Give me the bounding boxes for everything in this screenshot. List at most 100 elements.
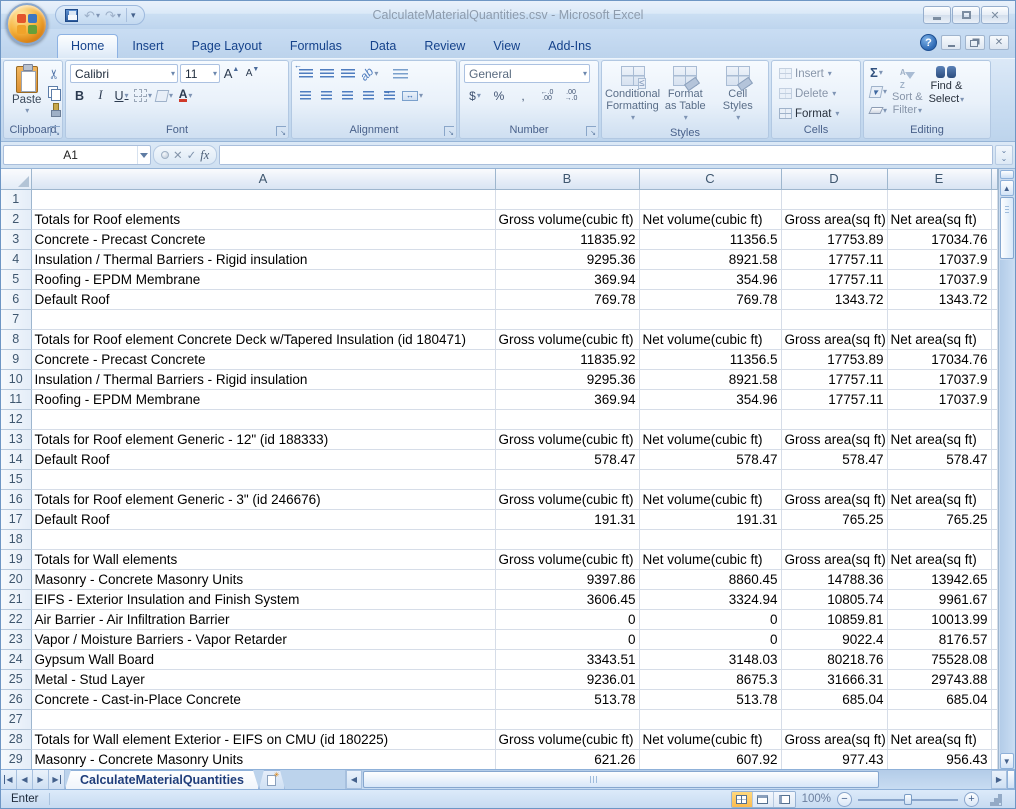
cell-B6[interactable]: 769.78 [495, 289, 640, 310]
row-header-2[interactable]: 2 [1, 209, 32, 230]
tab-page-layout[interactable]: Page Layout [191, 39, 262, 53]
cell-D11[interactable]: 17757.11 [781, 389, 888, 410]
cell-A5[interactable]: Roofing - EPDM Membrane [31, 269, 496, 290]
cell-A19[interactable]: Totals for Wall elements [31, 549, 496, 570]
cell-E2[interactable]: Net area(sq ft) [887, 209, 992, 230]
cell-D7[interactable] [781, 309, 888, 330]
font-dialog-launcher[interactable] [276, 126, 286, 137]
fill-color-button[interactable] [154, 86, 174, 105]
page-layout-view-button[interactable] [752, 791, 774, 807]
cell-A7[interactable] [31, 309, 496, 330]
cell-D4[interactable]: 17757.11 [781, 249, 888, 270]
tab-insert[interactable]: Insert [132, 39, 164, 53]
cell-D25[interactable]: 31666.31 [781, 669, 888, 690]
cell-B15[interactable] [495, 469, 640, 490]
cell-B9[interactable]: 11835.92 [495, 349, 640, 370]
cell-B29[interactable]: 621.26 [495, 749, 640, 770]
merge-center-button[interactable] [401, 86, 424, 105]
cell-A21[interactable]: EIFS - Exterior Insulation and Finish Sy… [31, 589, 496, 610]
row-header-8[interactable]: 8 [1, 329, 32, 350]
cell-A22[interactable]: Air Barrier - Air Infiltration Barrier [31, 609, 496, 630]
cell-E29[interactable]: 956.43 [887, 749, 992, 770]
cell-A18[interactable] [31, 529, 496, 550]
cell-D12[interactable] [781, 409, 888, 430]
cell-A1[interactable] [31, 189, 496, 210]
row-header-27[interactable]: 27 [1, 709, 32, 730]
decrease-indent-button[interactable] [359, 86, 378, 105]
cell-D19[interactable]: Gross area(sq ft) [781, 549, 888, 570]
row-header-6[interactable]: 6 [1, 289, 32, 310]
align-right-button[interactable] [338, 86, 357, 105]
resize-grip[interactable] [989, 793, 1001, 805]
name-box[interactable] [3, 145, 151, 165]
cell-C5[interactable]: 354.96 [639, 269, 782, 290]
wrap-text-button[interactable] [391, 64, 410, 83]
cell-D20[interactable]: 14788.36 [781, 569, 888, 590]
cell-E6[interactable]: 1343.72 [887, 289, 992, 310]
cell-B16[interactable]: Gross volume(cubic ft) [495, 489, 640, 510]
cell-B14[interactable]: 578.47 [495, 449, 640, 470]
align-bottom-button[interactable] [338, 64, 357, 83]
cell-E8[interactable]: Net area(sq ft) [887, 329, 992, 350]
row-header-9[interactable]: 9 [1, 349, 32, 370]
cell-C1[interactable] [639, 189, 782, 210]
cell-B17[interactable]: 191.31 [495, 509, 640, 530]
cell-styles-button[interactable]: Cell Styles [712, 64, 765, 126]
cell-B20[interactable]: 9397.86 [495, 569, 640, 590]
workbook-close-button[interactable]: ✕ [989, 35, 1009, 50]
clear-button[interactable] [868, 102, 889, 119]
align-left-button[interactable] [296, 86, 315, 105]
cell-A14[interactable]: Default Roof [31, 449, 496, 470]
shrink-font-button[interactable]: A ▼ [243, 64, 262, 83]
tab-split-handle[interactable] [1007, 770, 1015, 789]
cell-B22[interactable]: 0 [495, 609, 640, 630]
cell-B13[interactable]: Gross volume(cubic ft) [495, 429, 640, 450]
row-header-10[interactable]: 10 [1, 369, 32, 390]
orientation-button[interactable]: ab [357, 64, 379, 83]
row-header-4[interactable]: 4 [1, 249, 32, 270]
formula-input[interactable] [220, 146, 992, 164]
row-header-1[interactable]: 1 [1, 189, 32, 210]
cell-B7[interactable] [495, 309, 640, 330]
align-middle-button[interactable] [317, 64, 336, 83]
cell-B28[interactable]: Gross volume(cubic ft) [495, 729, 640, 750]
format-as-table-button[interactable]: Format as Table [659, 64, 712, 126]
cell-D29[interactable]: 977.43 [781, 749, 888, 770]
office-button[interactable] [6, 3, 48, 45]
increase-indent-button[interactable] [380, 86, 399, 105]
previous-sheet-button[interactable]: ◀ [17, 770, 33, 789]
close-button[interactable]: ✕ [981, 6, 1009, 24]
row-header-12[interactable]: 12 [1, 409, 32, 430]
decrease-decimal-button[interactable]: .00 →.0 [560, 86, 582, 105]
undo-button[interactable]: ↶ [83, 7, 101, 23]
row-header-19[interactable]: 19 [1, 549, 32, 570]
vertical-split-handle[interactable] [999, 170, 1014, 179]
cell-C9[interactable]: 11356.5 [639, 349, 782, 370]
cell-B21[interactable]: 3606.45 [495, 589, 640, 610]
cell-B3[interactable]: 11835.92 [495, 229, 640, 250]
cell-E3[interactable]: 17034.76 [887, 229, 992, 250]
minimize-button[interactable] [923, 6, 951, 24]
cell-A3[interactable]: Concrete - Precast Concrete [31, 229, 496, 250]
last-sheet-button[interactable]: ▶ [49, 770, 65, 789]
row-header-16[interactable]: 16 [1, 489, 32, 510]
cell-B25[interactable]: 9236.01 [495, 669, 640, 690]
scroll-left-button[interactable]: ◀ [345, 770, 362, 789]
scroll-right-button[interactable]: ▶ [991, 770, 1007, 789]
horizontal-scrollbar[interactable]: ◀ ▶ [344, 770, 1015, 789]
conditional-formatting-button[interactable]: Conditional Formatting [605, 64, 660, 126]
find-select-button[interactable]: Find & Select [926, 64, 968, 123]
format-cells-button[interactable]: Format [776, 104, 856, 123]
number-format-select[interactable]: General ▾ [464, 64, 590, 83]
cell-B11[interactable]: 369.94 [495, 389, 640, 410]
cell-C28[interactable]: Net volume(cubic ft) [639, 729, 782, 750]
cell-D27[interactable] [781, 709, 888, 730]
cell-D5[interactable]: 17757.11 [781, 269, 888, 290]
percent-format-button[interactable]: % [488, 86, 510, 105]
cell-A26[interactable]: Concrete - Cast-in-Place Concrete [31, 689, 496, 710]
cell-C13[interactable]: Net volume(cubic ft) [639, 429, 782, 450]
zoom-slider-thumb[interactable] [904, 793, 912, 805]
cell-E20[interactable]: 13942.65 [887, 569, 992, 590]
cell-D16[interactable]: Gross area(sq ft) [781, 489, 888, 510]
paste-button[interactable]: Paste [8, 64, 45, 123]
